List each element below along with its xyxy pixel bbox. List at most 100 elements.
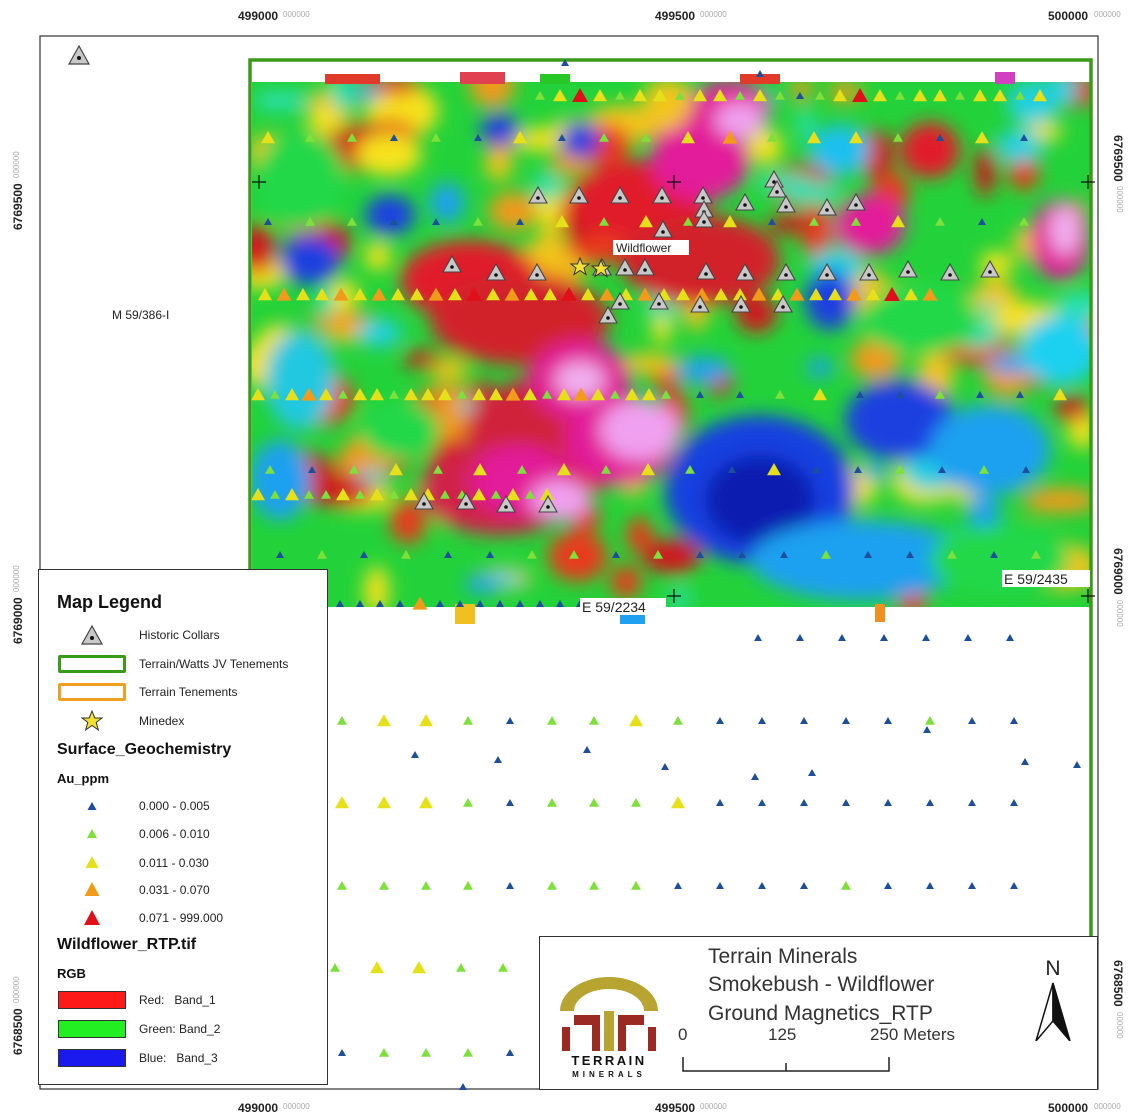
sample-point[interactable] <box>631 798 641 807</box>
sample-point[interactable] <box>319 388 333 401</box>
sample-point[interactable] <box>251 488 265 501</box>
sample-point[interactable] <box>473 463 487 476</box>
sample-point[interactable] <box>389 463 403 476</box>
sample-point[interactable] <box>735 91 745 100</box>
sample-point[interactable] <box>601 465 611 474</box>
sample-point[interactable] <box>572 88 588 102</box>
sample-point[interactable] <box>547 716 557 725</box>
sample-point[interactable] <box>379 1048 389 1057</box>
sample-point[interactable] <box>432 218 440 225</box>
historic-collar[interactable] <box>776 262 796 281</box>
sample-point[interactable] <box>489 388 503 401</box>
sample-point[interactable] <box>767 463 781 476</box>
sample-point[interactable] <box>438 388 452 401</box>
sample-point[interactable] <box>753 89 767 102</box>
sample-point[interactable] <box>412 596 428 610</box>
sample-point[interactable] <box>1010 799 1018 806</box>
sample-point[interactable] <box>895 465 905 474</box>
sample-point[interactable] <box>661 763 669 770</box>
historic-collar[interactable] <box>859 262 879 281</box>
sample-point[interactable] <box>390 134 398 141</box>
sample-point[interactable] <box>694 287 710 301</box>
sample-point[interactable] <box>377 714 391 727</box>
sample-point[interactable] <box>411 751 419 758</box>
sample-point[interactable] <box>410 288 424 301</box>
sample-point[interactable] <box>335 796 349 809</box>
historic-collar[interactable] <box>649 291 669 310</box>
sample-point[interactable] <box>722 130 738 144</box>
sample-point[interactable] <box>851 217 861 226</box>
sample-point[interactable] <box>809 217 819 226</box>
sample-point[interactable] <box>448 288 462 301</box>
sample-point[interactable] <box>756 70 764 77</box>
sample-point[interactable] <box>978 218 986 225</box>
sample-point[interactable] <box>258 288 272 301</box>
sample-point[interactable] <box>360 551 368 558</box>
sample-point[interactable] <box>849 131 863 144</box>
sample-point[interactable] <box>421 881 431 890</box>
sample-point[interactable] <box>265 465 275 474</box>
sample-point[interactable] <box>955 91 965 100</box>
sample-point[interactable] <box>473 217 483 226</box>
sample-point[interactable] <box>583 746 591 753</box>
sample-point[interactable] <box>771 288 785 301</box>
sample-point[interactable] <box>504 287 520 301</box>
historic-collar[interactable] <box>652 185 672 204</box>
sample-point[interactable] <box>775 390 785 399</box>
sample-point[interactable] <box>653 89 667 102</box>
sample-point[interactable] <box>864 551 872 558</box>
sample-point[interactable] <box>641 133 651 142</box>
sample-point[interactable] <box>813 388 827 401</box>
sample-point[interactable] <box>419 714 433 727</box>
historic-collar[interactable] <box>735 262 755 281</box>
sample-point[interactable] <box>838 634 846 641</box>
sample-point[interactable] <box>936 134 944 141</box>
sample-point[interactable] <box>428 287 444 301</box>
sample-point[interactable] <box>486 551 494 558</box>
sample-point[interactable] <box>553 89 567 102</box>
sample-point[interactable] <box>933 89 947 102</box>
sample-point[interactable] <box>315 288 329 301</box>
sample-point[interactable] <box>789 287 805 301</box>
sample-point[interactable] <box>516 218 524 225</box>
sample-point[interactable] <box>390 218 398 225</box>
sample-point[interactable] <box>807 131 821 144</box>
sample-point[interactable] <box>472 388 486 401</box>
sample-point[interactable] <box>463 881 473 890</box>
sample-point[interactable] <box>968 882 976 889</box>
sample-point[interactable] <box>347 217 357 226</box>
historic-collar[interactable] <box>773 294 793 313</box>
historic-collar[interactable] <box>598 305 618 324</box>
sample-point[interactable] <box>1016 391 1024 398</box>
sample-point[interactable] <box>973 89 987 102</box>
sample-point[interactable] <box>685 465 695 474</box>
sample-point[interactable] <box>466 287 482 301</box>
sample-point[interactable] <box>884 882 892 889</box>
sample-point[interactable] <box>780 551 788 558</box>
sample-point[interactable] <box>1020 134 1028 141</box>
sample-point[interactable] <box>925 716 935 725</box>
sample-point[interactable] <box>444 551 452 558</box>
historic-collar[interactable] <box>486 262 506 281</box>
sample-point[interactable] <box>338 1049 346 1056</box>
sample-point[interactable] <box>513 131 527 144</box>
sample-point[interactable] <box>561 287 577 301</box>
sample-point[interactable] <box>800 882 808 889</box>
sample-point[interactable] <box>653 550 663 559</box>
sample-point[interactable] <box>589 716 599 725</box>
sample-point[interactable] <box>713 89 727 102</box>
historic-collar[interactable] <box>496 494 516 513</box>
sample-point[interactable] <box>629 714 643 727</box>
sample-point[interactable] <box>421 1048 431 1057</box>
historic-collar[interactable] <box>414 491 434 510</box>
sample-point[interactable] <box>305 133 315 142</box>
sample-point[interactable] <box>547 881 557 890</box>
sample-point[interactable] <box>1019 217 1029 226</box>
sample-point[interactable] <box>377 796 391 809</box>
sample-point[interactable] <box>573 387 589 401</box>
sample-point[interactable] <box>681 131 695 144</box>
sample-point[interactable] <box>923 726 931 733</box>
sample-point[interactable] <box>321 490 331 499</box>
sample-point[interactable] <box>540 488 554 501</box>
